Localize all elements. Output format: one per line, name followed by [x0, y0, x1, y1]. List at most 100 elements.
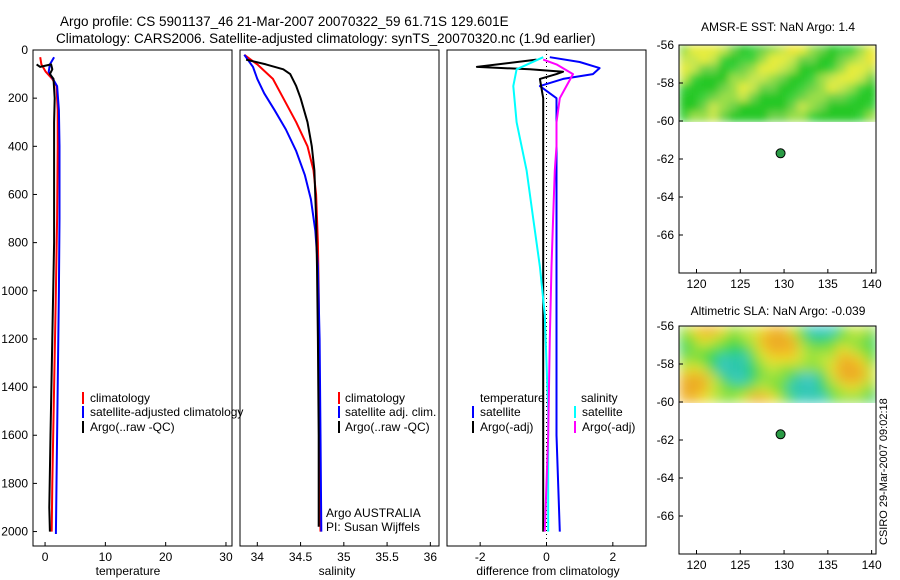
heatmap-cell [738, 54, 749, 65]
heatmap-cell [836, 364, 848, 375]
y-tick-label: 2000 [1, 525, 28, 539]
heatmap-cell [866, 326, 876, 337]
x-tick-label: 130 [774, 277, 794, 291]
heatmap-cell [757, 383, 769, 394]
y-tick-label: 1200 [1, 332, 28, 346]
heatmap-cell [767, 83, 779, 94]
series-line-temperature-argo-adj- [475, 58, 565, 532]
heatmap-cell [866, 345, 876, 356]
heatmap-cell [688, 373, 700, 384]
heatmap-cell [816, 373, 828, 384]
heatmap-cell [816, 111, 828, 122]
x-tick-label: 36 [424, 550, 438, 564]
heatmap-cell [866, 92, 876, 103]
x-tick-label: 135 [818, 558, 838, 572]
heatmap-cell [836, 373, 848, 384]
heatmap-cell [688, 326, 700, 337]
heatmap-cell [846, 335, 858, 346]
heatmap-cell [846, 373, 858, 384]
heatmap-cell [679, 92, 690, 103]
heatmap-cell [787, 111, 799, 122]
heatmap-cell [797, 83, 808, 94]
heatmap-cell [738, 392, 749, 403]
legend-title-temperature: temperature [480, 391, 545, 405]
heatmap-cell [846, 111, 858, 122]
x-tick-label: 140 [862, 277, 882, 291]
heatmap-cell [797, 54, 808, 65]
heatmap-cell [748, 92, 759, 103]
legend-label: Argo(..raw -QC) [345, 420, 430, 434]
heatmap-cell [698, 345, 710, 356]
heatmap-cell [718, 392, 730, 403]
heatmap-cell [748, 354, 759, 365]
heatmap-cell [826, 92, 838, 103]
heatmap-cell [836, 111, 848, 122]
legend-label: satellite [582, 405, 623, 419]
heatmap-cell [846, 102, 858, 113]
heatmap-cell [679, 83, 690, 94]
heatmap-cell [767, 73, 779, 84]
heatmap-cell [708, 383, 720, 394]
heatmap-cell [826, 354, 838, 365]
heatmap-cell [846, 83, 858, 94]
heatmap-cell [688, 335, 700, 346]
heatmap-cell [816, 383, 828, 394]
heatmap-cell [708, 373, 720, 384]
heatmap-cell [826, 102, 838, 113]
heatmap-cell [777, 111, 789, 122]
heatmap-cell [728, 92, 740, 103]
sla-map-axes: 120 125 130 135 140 -56 -58 -60 -62 -64 -66 [657, 319, 882, 572]
heatmap-cell [866, 73, 876, 84]
heatmap-cell [679, 383, 690, 394]
heatmap-cell [698, 373, 710, 384]
heatmap-cell [777, 373, 789, 384]
heatmap-cell [688, 54, 700, 65]
y-tick-label: 1800 [1, 476, 28, 490]
heatmap-cell [757, 392, 769, 403]
heatmap-cell [807, 383, 818, 394]
heatmap-cell [816, 354, 828, 365]
heatmap-cell [846, 45, 858, 56]
heatmap-cell [807, 392, 818, 403]
heatmap-cell [718, 335, 730, 346]
x-tick-label: 125 [730, 277, 750, 291]
heatmap-cell [836, 383, 848, 394]
heatmap-cell [856, 64, 868, 75]
heatmap-cell [698, 392, 710, 403]
heatmap-cell [816, 92, 828, 103]
heatmap-cell [767, 364, 779, 375]
heatmap-cell [856, 354, 868, 365]
heatmap-cell [679, 64, 690, 75]
heatmap-cell [846, 345, 858, 356]
heatmap-cell [728, 83, 740, 94]
heatmap-cell [738, 73, 749, 84]
heatmap-cell [846, 383, 858, 394]
heatmap-cell [767, 373, 779, 384]
heatmap-cell [816, 392, 828, 403]
heatmap-cell [757, 345, 769, 356]
series-line-argo-raw-qc- [245, 58, 320, 527]
heatmap-cell [748, 102, 759, 113]
heatmap-cell [777, 54, 789, 65]
heatmap-cell [738, 326, 749, 337]
heatmap-cell [679, 354, 690, 365]
heatmap-cell [738, 111, 749, 122]
heatmap-cell [856, 326, 868, 337]
heatmap-cell [856, 73, 868, 84]
heatmap-cell [836, 345, 848, 356]
y-tick-label: -58 [657, 76, 675, 90]
heatmap-cell [866, 111, 876, 122]
heatmap-cell [698, 364, 710, 375]
heatmap-cell [679, 326, 690, 337]
heatmap-cell [846, 354, 858, 365]
heatmap-cell [866, 102, 876, 113]
heatmap-cell [698, 383, 710, 394]
heatmap-cell [777, 335, 789, 346]
heatmap-cell [797, 392, 808, 403]
heatmap-cell [757, 111, 769, 122]
heatmap-cell [738, 373, 749, 384]
x-tick-label: 35 [337, 550, 351, 564]
csiro-timestamp-label: CSIRO 29-Mar-2007 09:02:18 [878, 398, 890, 545]
heatmap-cell [738, 354, 749, 365]
